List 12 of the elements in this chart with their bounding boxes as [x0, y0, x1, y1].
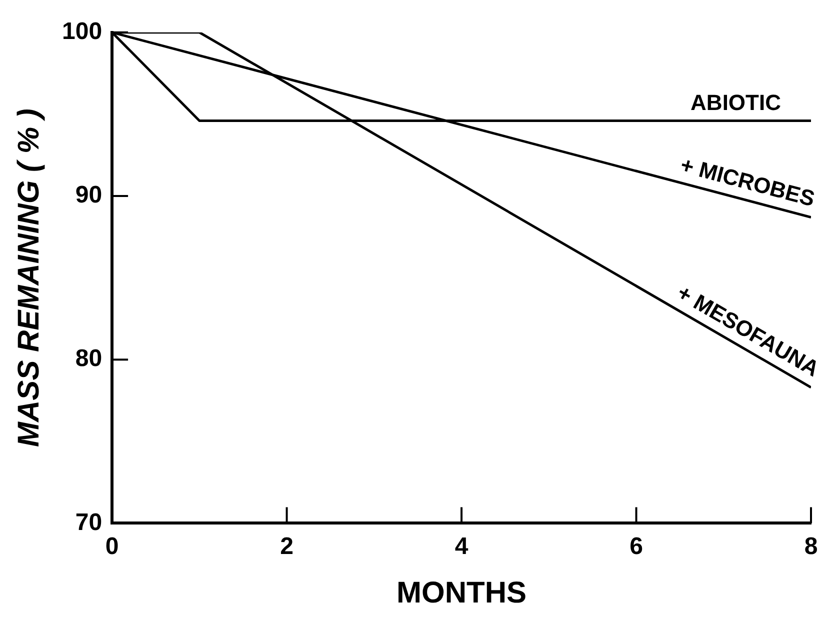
x-axis-title: MONTHS [396, 576, 527, 610]
y-tick-label: 70 [75, 508, 102, 536]
x-tick-label: 2 [280, 533, 294, 560]
x-tick-label: 4 [454, 533, 469, 560]
y-tick-label: 80 [75, 345, 102, 372]
y-tick-label: 100 [62, 18, 102, 46]
y-tick-label: 90 [75, 182, 102, 209]
x-tick-label: 6 [630, 533, 643, 560]
x-tick-label: 0 [105, 533, 119, 560]
y-axis-title: MASS REMAINING ( % ) [12, 108, 46, 447]
annotation: ABIOTIC [690, 90, 782, 115]
x-tick-label: 8 [804, 533, 818, 560]
